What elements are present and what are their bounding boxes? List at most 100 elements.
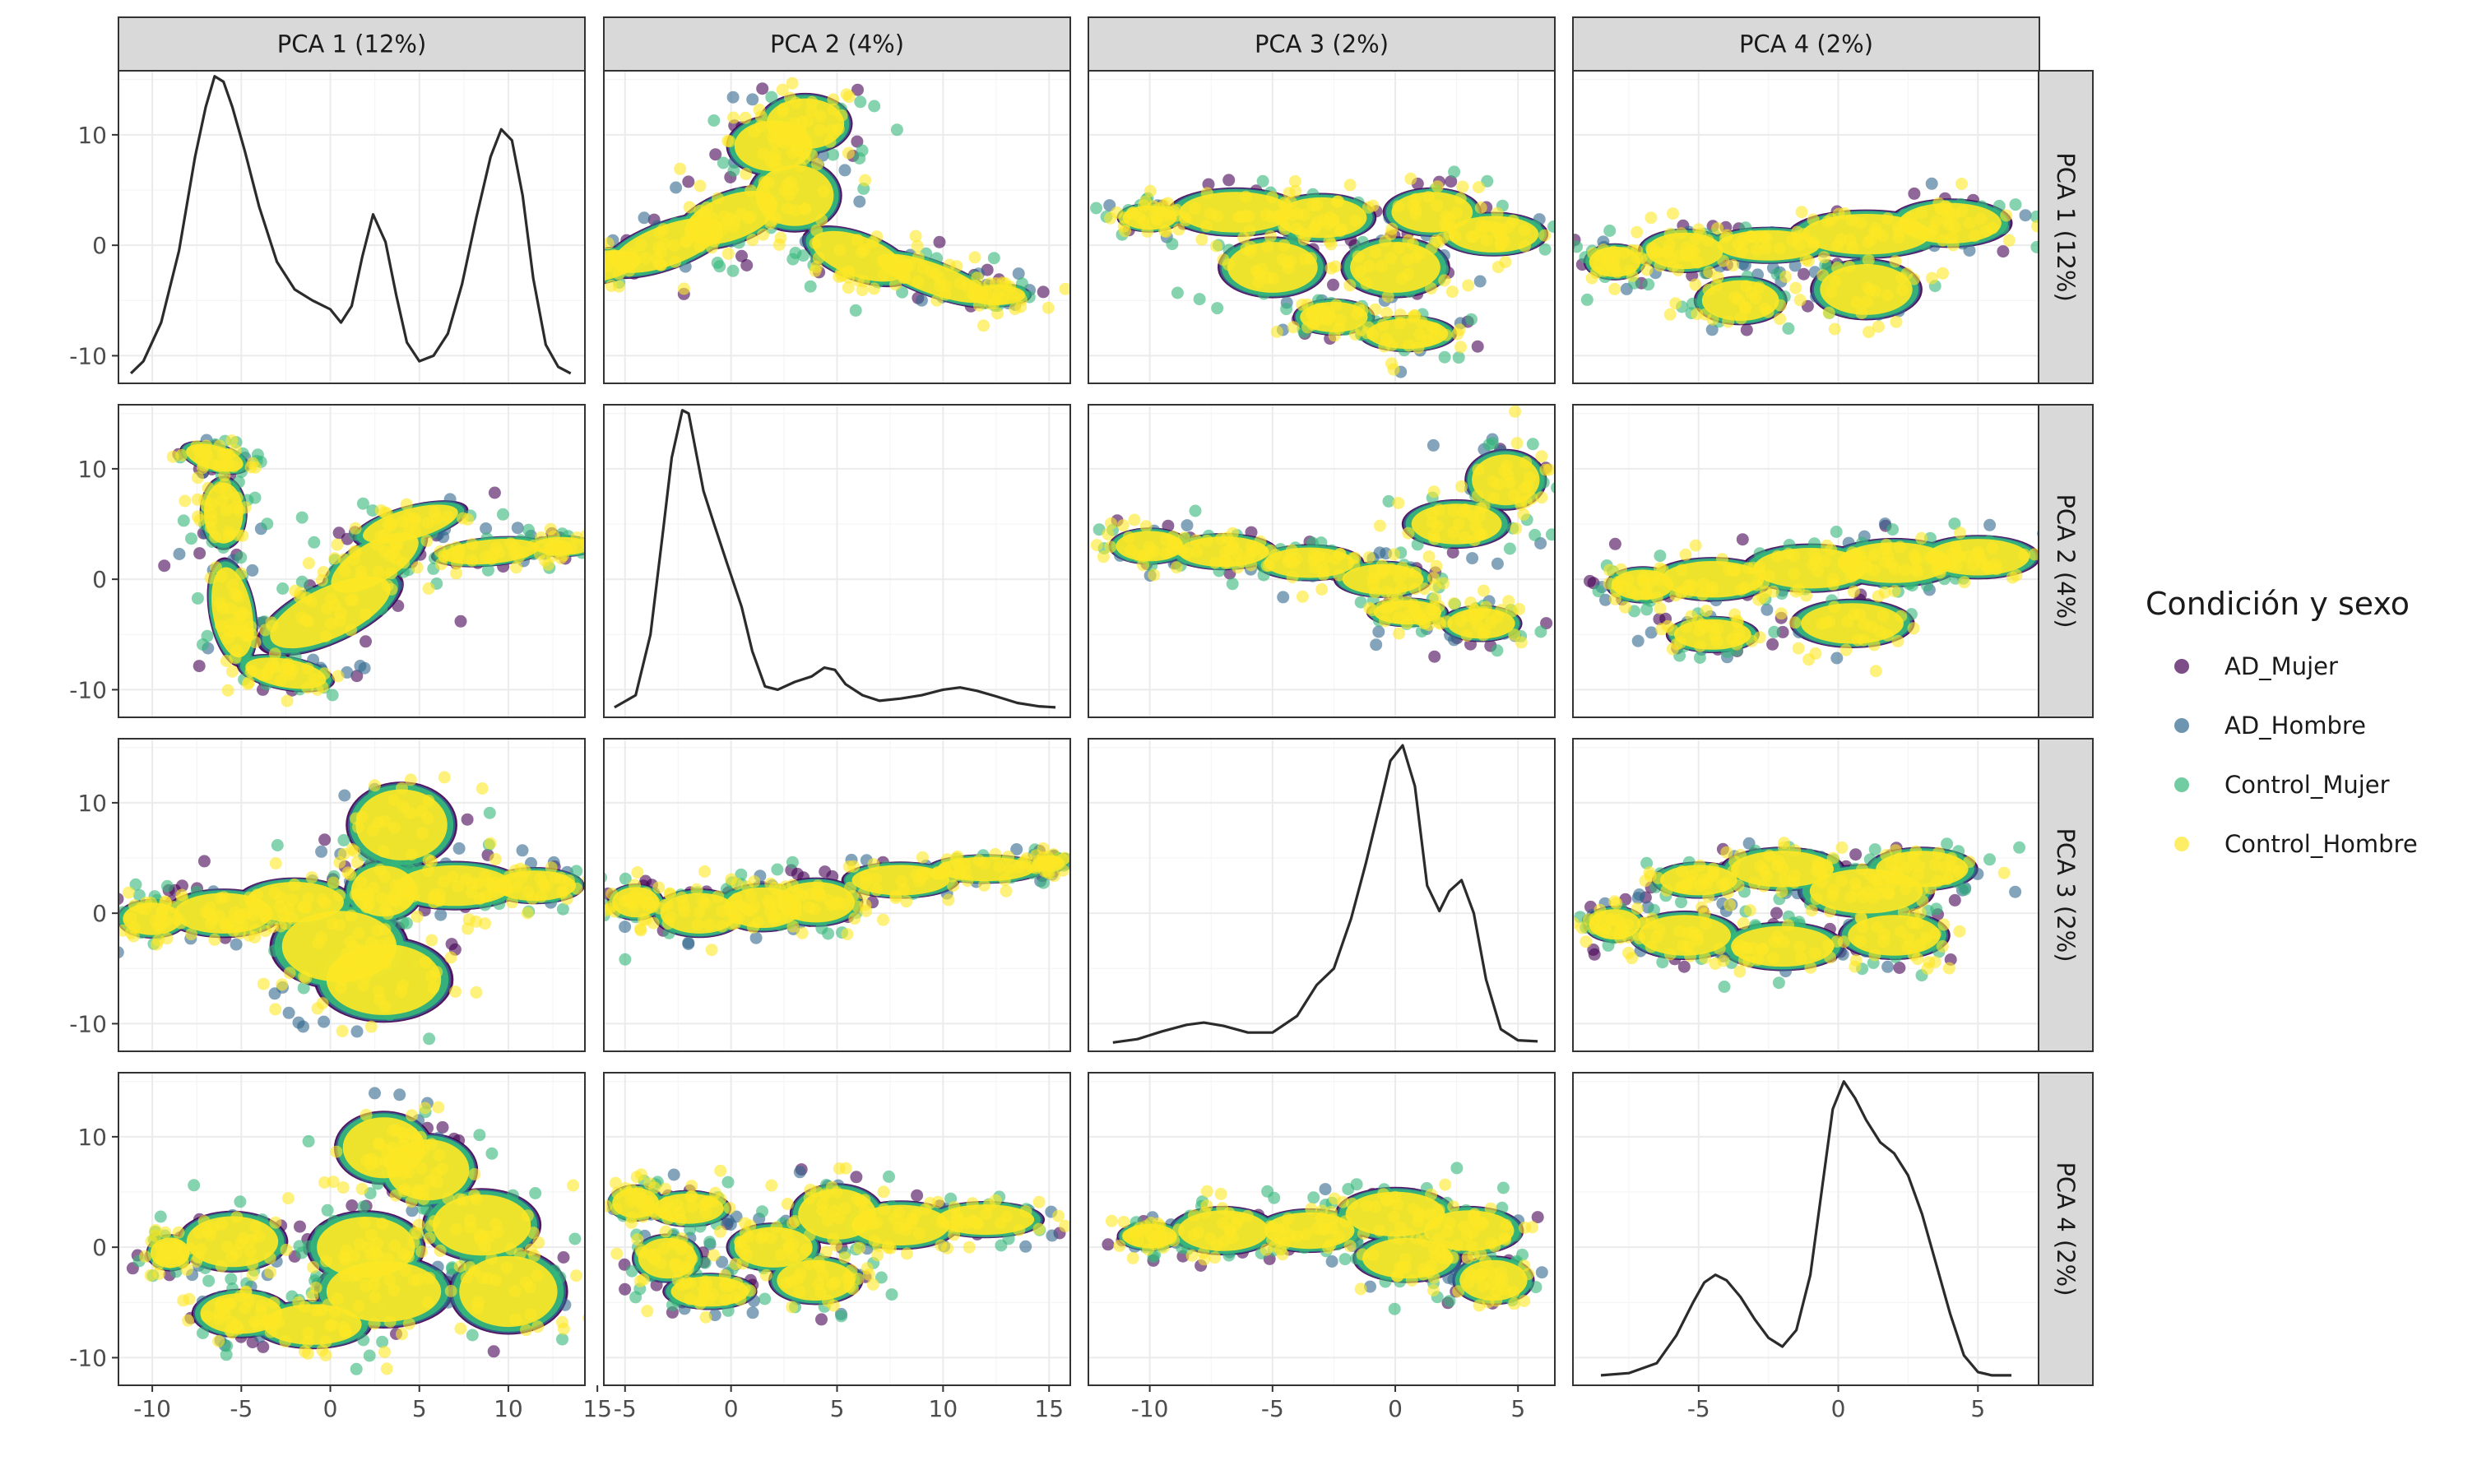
scatter-point-Control_Hombre — [1793, 642, 1805, 655]
scatter-point-Control_Hombre — [1881, 289, 1894, 301]
scatter-point-Control_Hombre — [429, 506, 441, 518]
scatter-point-Control_Hombre — [216, 494, 228, 507]
scatter-point-Control_Hombre — [1682, 927, 1695, 939]
scatter-point-Control_Hombre — [1667, 207, 1679, 220]
scatter-point-Control_Hombre — [1201, 535, 1213, 547]
scatter-point-Control_Hombre — [1404, 173, 1417, 185]
scatter-point-AD_Hombre — [1181, 519, 1194, 531]
panel-r3-c1 — [106, 739, 624, 1051]
scatter-point-Control_Hombre — [1633, 932, 1645, 944]
scatter-point-Control_Mujer — [1654, 550, 1666, 562]
scatter-point-Control_Mujer — [1504, 543, 1516, 555]
scatter-point-Control_Hombre — [895, 875, 907, 888]
scatter-point-Control_Mujer — [484, 807, 496, 819]
scatter-point-Control_Hombre — [1473, 510, 1486, 522]
scatter-point-AD_Mujer — [294, 1221, 306, 1233]
scatter-point-Control_Hombre — [843, 90, 856, 103]
scatter-point-Control_Hombre — [1144, 540, 1156, 553]
scatter-point-Control_Hombre — [1789, 282, 1802, 294]
scatter-point-Control_Hombre — [1774, 299, 1787, 312]
scatter-point-Control_Hombre — [810, 225, 823, 237]
scatter-point-Control_Mujer — [1719, 981, 1731, 993]
scatter-point-Control_Hombre — [1105, 517, 1117, 530]
scatter-point-Control_Hombre — [1774, 313, 1786, 325]
scatter-point-Control_Hombre — [1401, 617, 1413, 629]
scatter-point-AD_Hombre — [106, 927, 118, 939]
scatter-point-Control_Hombre — [1809, 947, 1821, 959]
scatter-point-Control_Mujer — [1773, 976, 1785, 989]
scatter-point-Control_Hombre — [1455, 480, 1468, 493]
scatter-point-Control_Hombre — [712, 890, 724, 902]
scatter-point-Control_Hombre — [1511, 437, 1524, 449]
scatter-point-Control_Hombre — [798, 133, 810, 146]
scatter-point-Control_Mujer — [727, 265, 740, 277]
scatter-point-Control_Hombre — [1510, 522, 1522, 535]
scatter-point-Control_Hombre — [1366, 200, 1379, 212]
scatter-point-Control_Hombre — [240, 908, 253, 921]
scatter-point-Control_Hombre — [179, 495, 191, 508]
scatter-point-Control_Hombre — [1710, 958, 1722, 970]
scatter-point-Control_Hombre — [1723, 563, 1735, 576]
scatter-point-Control_Hombre — [1111, 206, 1123, 219]
scatter-point-Control_Hombre — [312, 937, 324, 949]
scatter-point-Control_Hombre — [379, 529, 392, 541]
scatter-point-Control_Mujer — [466, 1329, 479, 1342]
scatter-point-Control_Hombre — [1922, 962, 1934, 975]
scatter-point-Control_Hombre — [1456, 181, 1468, 193]
scatter-point-Control_Hombre — [1118, 220, 1130, 233]
scatter-point-Control_Hombre — [1738, 955, 1751, 967]
scatter-point-Control_Hombre — [1645, 211, 1657, 224]
scatter-point-Control_Hombre — [1816, 269, 1829, 281]
scatter-point-Control_Hombre — [1693, 624, 1705, 637]
scatter-point-Control_Hombre — [167, 451, 179, 463]
scatter-point-Control_Hombre — [1753, 561, 1765, 573]
scatter-point-Control_Hombre — [1818, 251, 1830, 263]
scatter-point-Control_Hombre — [1821, 216, 1834, 228]
scatter-point-Control_Hombre — [1747, 942, 1759, 954]
scatter-point-Control_Hombre — [388, 1240, 401, 1252]
scatter-point-Control_Hombre — [1906, 917, 1918, 930]
scatter-point-Control_Hombre — [1941, 873, 1954, 885]
scatter-point-Control_Mujer — [586, 259, 598, 271]
scatter-point-AD_Hombre — [638, 211, 651, 224]
scatter-point-Control_Hombre — [139, 1250, 151, 1263]
scatter-point-Control_Hombre — [811, 158, 823, 170]
scatter-point-Control_Hombre — [1148, 569, 1160, 582]
panel-background — [118, 71, 585, 383]
scatter-point-Control_Hombre — [427, 981, 439, 994]
scatter-point-Control_Hombre — [1734, 849, 1747, 861]
scatter-point-Control_Hombre — [785, 176, 797, 188]
scatter-point-Control_Hombre — [1125, 207, 1138, 220]
scatter-point-Control_Hombre — [1140, 520, 1153, 532]
scatter-point-Control_Mujer — [1539, 243, 1552, 256]
scatter-point-Control_Hombre — [360, 902, 373, 914]
scatter-point-Control_Hombre — [1963, 856, 1975, 868]
scatter-point-AD_Hombre — [453, 842, 466, 855]
scatter-point-AD_Hombre — [1372, 626, 1385, 638]
scatter-point-Control_Hombre — [1409, 567, 1422, 579]
scatter-point-Control_Hombre — [1879, 556, 1891, 568]
scatter-point-Control_Hombre — [267, 921, 279, 933]
scatter-point-Control_Hombre — [1266, 191, 1278, 203]
scatter-point-AD_Hombre — [354, 660, 366, 672]
scatter-point-Control_Hombre — [664, 911, 676, 924]
scatter-point-Control_Mujer — [197, 1327, 209, 1339]
scatter-point-Control_Hombre — [790, 97, 802, 109]
scatter-point-Control_Hombre — [347, 971, 360, 983]
scatter-point-AD_Hombre — [750, 932, 763, 944]
scatter-point-Control_Hombre — [1487, 475, 1499, 488]
scatter-point-Control_Hombre — [1073, 855, 1085, 867]
scatter-point-Control_Hombre — [474, 893, 486, 905]
scatter-point-AD_Mujer — [193, 660, 206, 672]
scatter-point-Control_Hombre — [877, 914, 889, 926]
scatter-point-Control_Hombre — [1751, 243, 1763, 256]
scatter-point-AD_Mujer — [1327, 279, 1339, 291]
scatter-point-AD_Hombre — [591, 540, 604, 553]
scatter-point-Control_Hombre — [1890, 316, 1903, 328]
scatter-point-Control_Mujer — [590, 265, 602, 277]
scatter-point-Control_Hombre — [1839, 644, 1852, 656]
scatter-point-Control_Mujer — [529, 1187, 541, 1199]
scatter-point-Control_Mujer — [587, 532, 599, 545]
scatter-point-Control_Hombre — [1141, 225, 1153, 238]
scatter-point-Control_Hombre — [357, 889, 369, 902]
